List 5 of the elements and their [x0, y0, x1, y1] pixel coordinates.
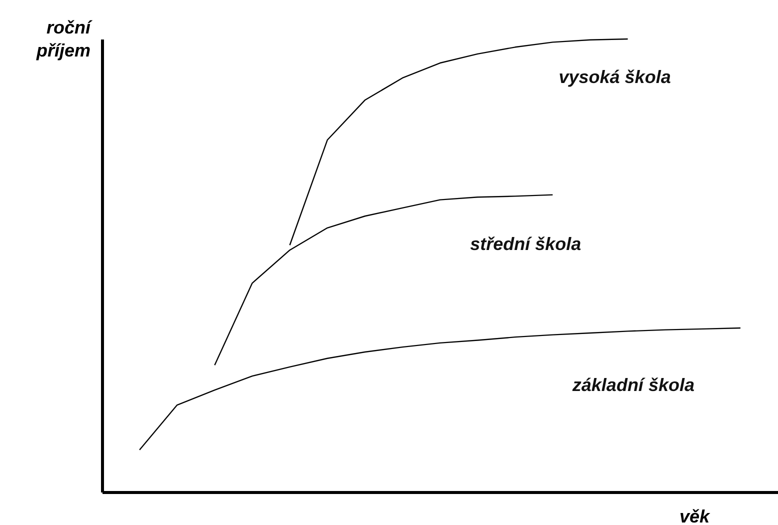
text: střední škola	[470, 234, 582, 254]
y-axis-title: roční příjem	[35, 18, 92, 60]
text: základní škola	[571, 375, 694, 396]
x-axis-title: věk	[679, 506, 710, 525]
series-label: vysoká škola	[558, 67, 671, 87]
